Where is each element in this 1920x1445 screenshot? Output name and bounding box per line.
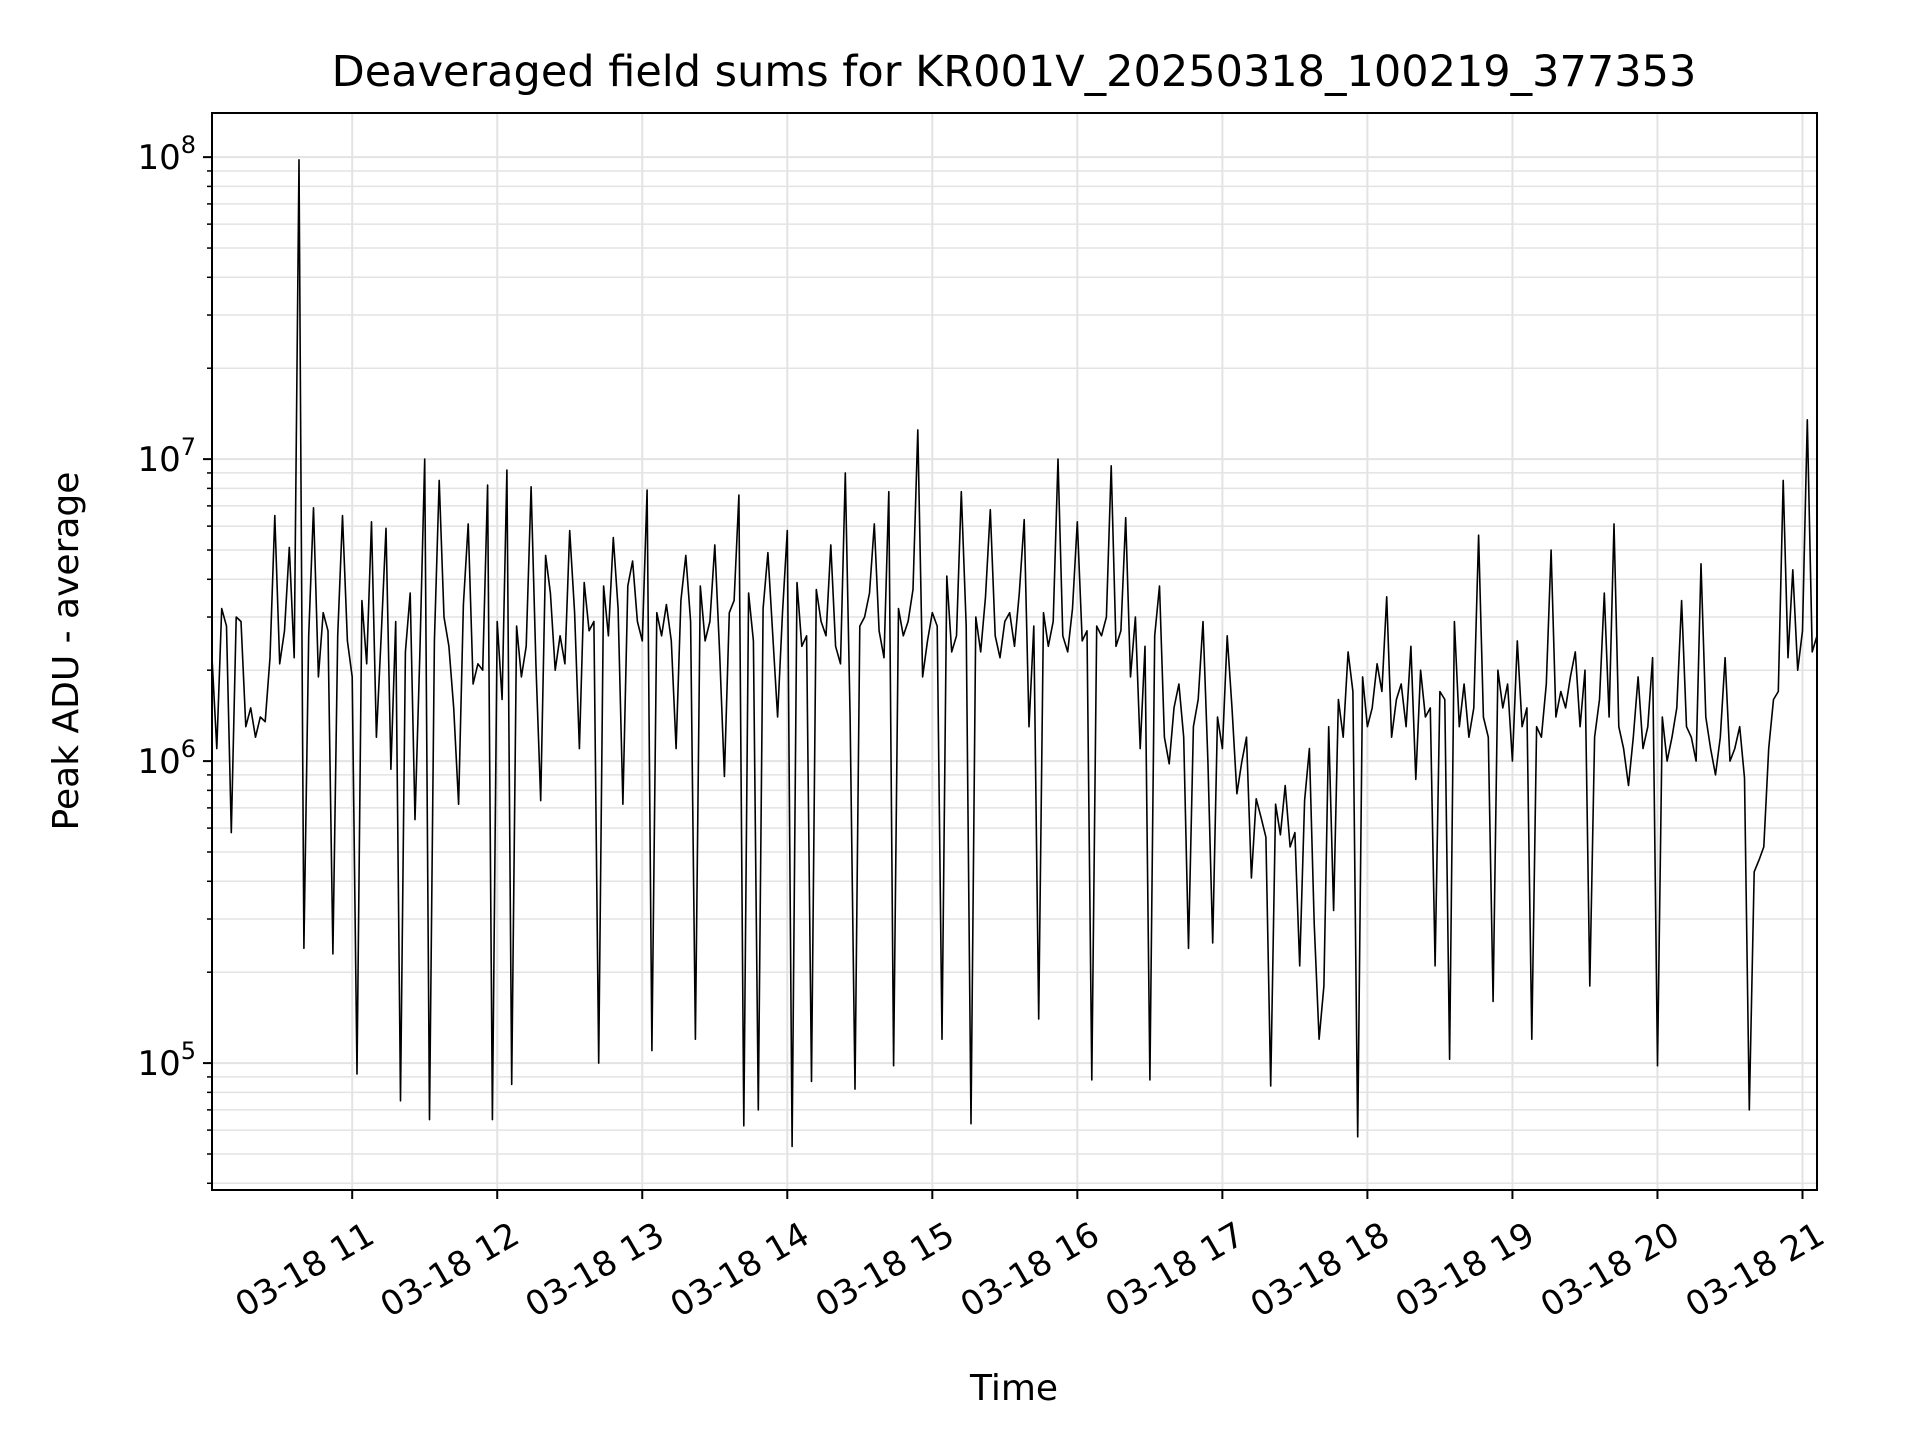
y-tick-label-base: 10 (137, 1044, 180, 1084)
y-tick-label: 105 (137, 1037, 196, 1084)
y-tick-label-exponent: 8 (181, 131, 196, 159)
y-tick-label: 107 (137, 433, 196, 480)
y-tick-label: 108 (137, 131, 196, 178)
x-axis-title: Time (969, 1368, 1058, 1409)
y-tick-label-exponent: 5 (181, 1037, 196, 1065)
y-tick-label: 106 (137, 735, 196, 782)
series-line (211, 159, 1818, 1148)
grid (212, 113, 1817, 1190)
y-tick-label-base: 10 (137, 440, 180, 480)
plot-frame (211, 112, 1818, 1191)
y-tick-label-base: 10 (137, 742, 180, 782)
y-tick-label-exponent: 7 (181, 433, 196, 461)
y-axis-title: Peak ADU - average (46, 472, 87, 831)
y-tick-label-exponent: 6 (181, 735, 196, 763)
y-tick-label-base: 10 (137, 138, 180, 178)
series-layer (211, 159, 1818, 1148)
chart-title: Deaveraged field sums for KR001V_2025031… (332, 47, 1697, 97)
